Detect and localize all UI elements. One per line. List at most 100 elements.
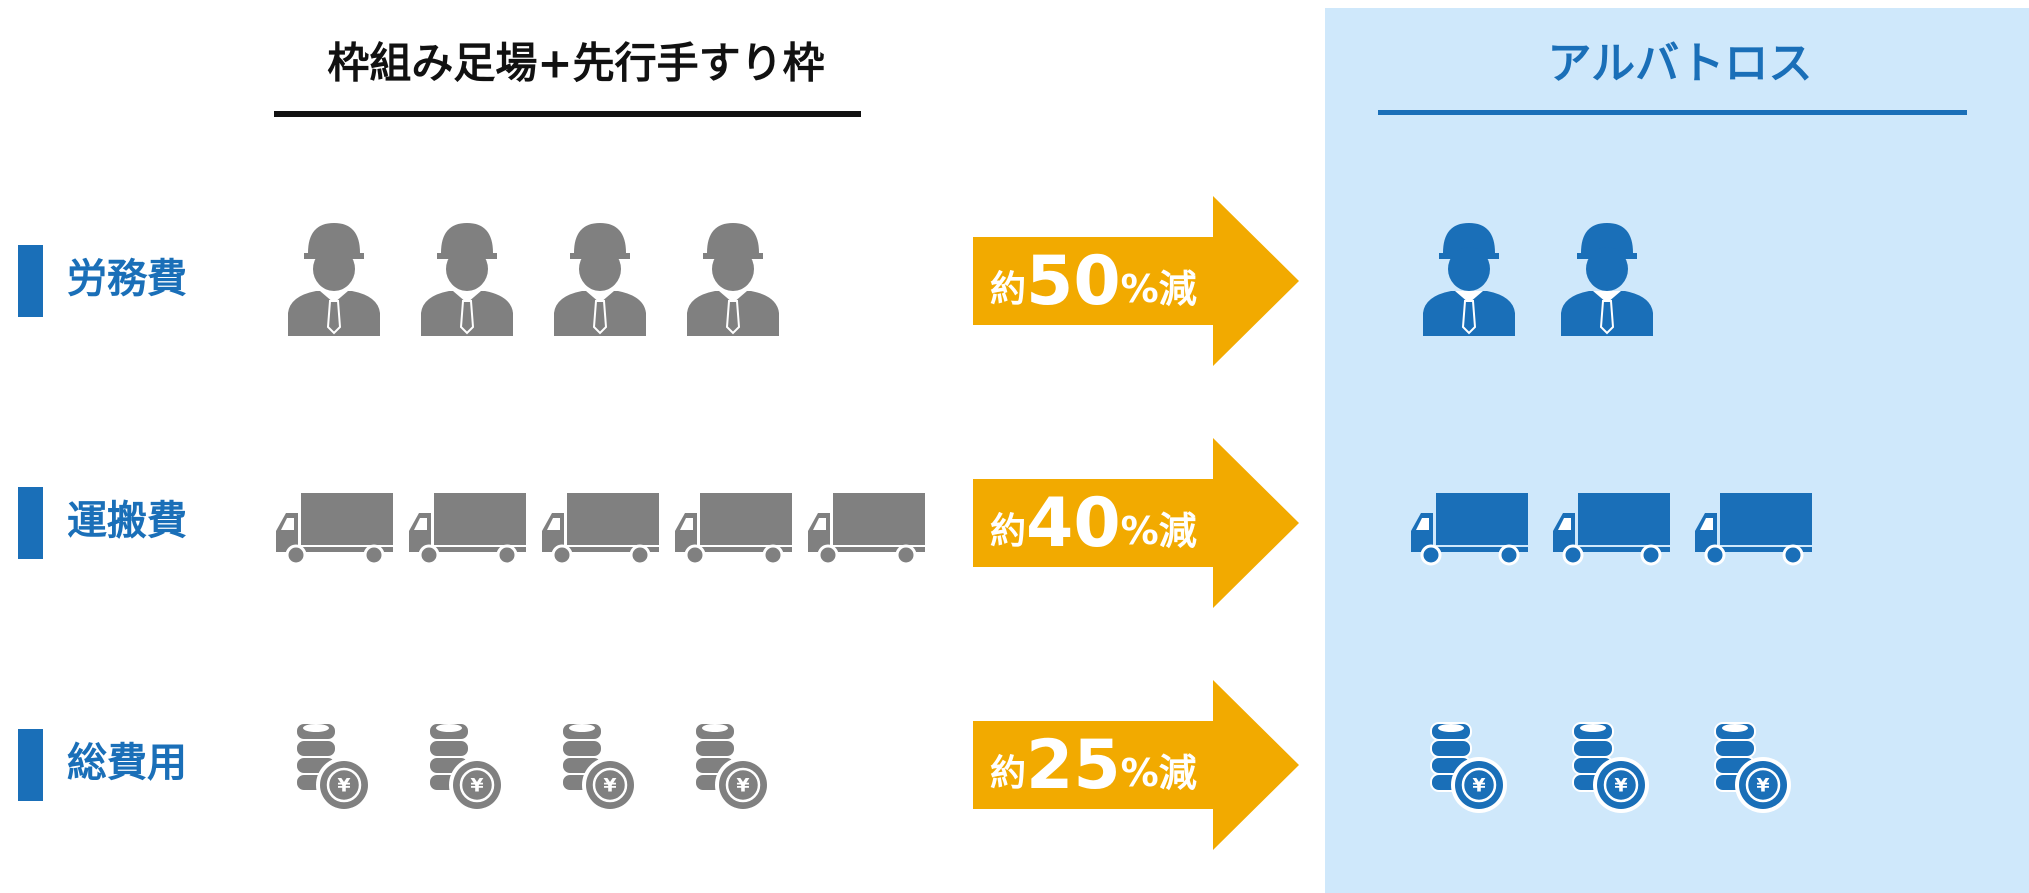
truck-box bbox=[700, 493, 792, 545]
tie bbox=[459, 300, 475, 335]
person-icon bbox=[554, 223, 646, 336]
coin-top bbox=[303, 724, 329, 732]
label-bar bbox=[18, 729, 43, 801]
tie bbox=[1599, 300, 1615, 335]
tie bbox=[592, 300, 608, 335]
coin-top bbox=[1438, 724, 1464, 732]
coin-inner bbox=[1461, 767, 1497, 803]
coin-stack bbox=[561, 739, 603, 758]
right-underline bbox=[1378, 110, 1967, 115]
head bbox=[1586, 247, 1628, 291]
wheel bbox=[418, 544, 440, 566]
tie bbox=[725, 300, 741, 335]
truck-chassis bbox=[409, 547, 526, 552]
right-header: アルバトロス bbox=[1548, 38, 1813, 89]
helmet bbox=[1577, 223, 1637, 259]
arrow bbox=[973, 196, 1299, 366]
helmet bbox=[437, 223, 497, 259]
coin-symbol: ¥ bbox=[736, 775, 749, 797]
coin-symbol: ¥ bbox=[1756, 775, 1769, 797]
truck-icon bbox=[1411, 493, 1528, 566]
head bbox=[313, 247, 355, 291]
helmet bbox=[304, 223, 364, 259]
coin-icon: ¥ bbox=[1430, 722, 1507, 813]
coin-icon: ¥ bbox=[1714, 722, 1791, 813]
arrow-text: 約25%減 bbox=[990, 726, 1197, 805]
truck-icon bbox=[808, 493, 925, 566]
coin-symbol: ¥ bbox=[337, 775, 350, 797]
coin-stack bbox=[1572, 739, 1614, 758]
prefix: 約 bbox=[990, 511, 1026, 552]
truck-box bbox=[833, 493, 925, 545]
tie bbox=[1461, 300, 1477, 335]
truck-window bbox=[281, 518, 294, 530]
truck-box bbox=[567, 493, 659, 545]
arrow-text: 約50%減 bbox=[990, 242, 1197, 321]
truck-window bbox=[1416, 518, 1429, 530]
truck-box bbox=[301, 493, 393, 545]
wheel bbox=[1498, 544, 1520, 566]
suffix: %減 bbox=[1121, 509, 1197, 553]
coin-top bbox=[702, 724, 728, 732]
head bbox=[712, 247, 754, 291]
coin-symbol: ¥ bbox=[1614, 775, 1627, 797]
wheel bbox=[551, 544, 573, 566]
reduction: 25 bbox=[1026, 726, 1121, 805]
truck-icon bbox=[1695, 493, 1812, 566]
truck-box bbox=[1578, 493, 1670, 545]
coin-icon: ¥ bbox=[295, 722, 372, 813]
wheel bbox=[1562, 544, 1584, 566]
wheel bbox=[684, 544, 706, 566]
person-icon bbox=[288, 223, 380, 336]
truck-window bbox=[547, 518, 560, 530]
coin-icon: ¥ bbox=[561, 722, 638, 813]
truck-chassis bbox=[675, 547, 792, 552]
truck-chassis bbox=[808, 547, 925, 552]
truck-chassis bbox=[542, 547, 659, 552]
coin-inner bbox=[326, 767, 362, 803]
arrow bbox=[973, 438, 1299, 608]
helmet bbox=[1439, 223, 1499, 259]
collar bbox=[719, 291, 747, 303]
truck-chassis bbox=[1553, 547, 1670, 552]
wheel bbox=[1782, 544, 1804, 566]
prefix: 約 bbox=[990, 753, 1026, 794]
row-label: 労務費 bbox=[67, 256, 187, 302]
row-label: 総費用 bbox=[67, 740, 187, 786]
coin-inner bbox=[1745, 767, 1781, 803]
collar bbox=[320, 291, 348, 303]
wheel bbox=[629, 544, 651, 566]
coin-icon: ¥ bbox=[1572, 722, 1649, 813]
wheel bbox=[895, 544, 917, 566]
person-icon bbox=[1561, 223, 1653, 336]
wheel bbox=[1640, 544, 1662, 566]
coin-inner bbox=[592, 767, 628, 803]
truck-icon bbox=[542, 493, 659, 566]
truck-box bbox=[434, 493, 526, 545]
wheel bbox=[496, 544, 518, 566]
truck-box bbox=[1436, 493, 1528, 545]
wheel bbox=[285, 544, 307, 566]
truck-window bbox=[1700, 518, 1713, 530]
truck-icon bbox=[1553, 493, 1670, 566]
coin-inner bbox=[1603, 767, 1639, 803]
collar bbox=[453, 291, 481, 303]
head bbox=[446, 247, 488, 291]
coin-inner bbox=[459, 767, 495, 803]
person-icon bbox=[421, 223, 513, 336]
coin-stack bbox=[694, 739, 736, 758]
truck-icon bbox=[409, 493, 526, 566]
truck-chassis bbox=[1695, 547, 1812, 552]
wheel bbox=[762, 544, 784, 566]
truck-window bbox=[680, 518, 693, 530]
reduction: 50 bbox=[1026, 242, 1121, 321]
collar bbox=[586, 291, 614, 303]
row-label: 運搬費 bbox=[67, 498, 187, 544]
right-panel bbox=[1325, 8, 2029, 893]
coin-stack bbox=[428, 739, 470, 758]
helmet bbox=[570, 223, 630, 259]
coin-stack bbox=[295, 739, 337, 758]
collar bbox=[1593, 291, 1621, 303]
wheel bbox=[817, 544, 839, 566]
